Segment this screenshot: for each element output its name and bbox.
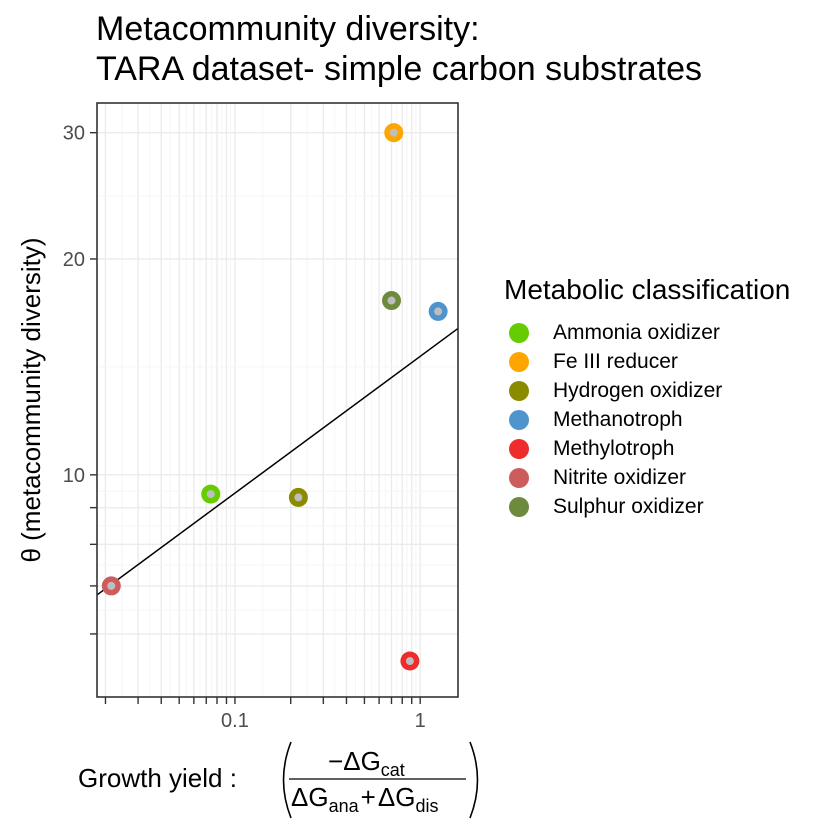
points: [101, 123, 448, 671]
axes: 0.1 1 10 20 30: [63, 123, 426, 732]
data-point-center: [294, 493, 303, 502]
legend-label: Ammonia oxidizer: [553, 320, 720, 344]
legend-key: [509, 467, 529, 488]
x-axis-label-left-paren: [282, 741, 292, 819]
data-point-center: [389, 128, 398, 137]
legend-item: Hydrogen oxidizer: [502, 376, 790, 405]
legend-item: Sulphur oxidizer: [502, 492, 790, 521]
legend-label: Methylotroph: [553, 436, 675, 460]
chart-title-line-1: Metacommunity diversity:: [96, 10, 480, 48]
data-point-center: [405, 657, 414, 666]
legend-key: [509, 380, 529, 401]
legend-key: [509, 496, 529, 517]
y-tick-label: 10: [63, 465, 85, 487]
legend-label: Nitrite oxidizer: [553, 465, 687, 489]
legend-item: Ammonia oxidizer: [502, 318, 790, 347]
legend-item: Fe III reducer: [502, 347, 790, 376]
x-axis-label-denominator: ΔGana+ΔGdis: [291, 782, 438, 816]
y-tick-label: 30: [63, 123, 85, 145]
y-axis-label: θ (metacommunity diversity): [16, 237, 46, 562]
data-point-center: [434, 307, 443, 316]
data-point-center: [107, 581, 116, 590]
legend-label: Sulphur oxidizer: [553, 494, 704, 518]
grid: [97, 103, 458, 697]
legend-title: Metabolic classification: [504, 274, 791, 305]
legend-key: [509, 351, 529, 372]
fit-line-group: [96, 327, 459, 596]
legend-label: Hydrogen oxidizer: [553, 378, 723, 402]
legend-item: Nitrite oxidizer: [502, 463, 790, 492]
data-point-center: [206, 490, 215, 499]
panel-border: [96, 102, 459, 698]
chart-title-line-2: TARA dataset- simple carbon substrates: [96, 50, 702, 88]
x-axis-label: Growth yield : −ΔGcat ΔGana+ΔGdis: [78, 741, 479, 819]
x-axis-label-right-paren: [469, 741, 479, 819]
x-axis-label-numerator: −ΔGcat: [328, 746, 405, 780]
x-tick-label: 1: [415, 710, 426, 732]
legend-key: [509, 322, 529, 343]
data-point-center: [387, 296, 396, 305]
y-tick-label: 20: [63, 249, 85, 271]
fit-line: [96, 327, 459, 596]
legend-items: Ammonia oxidizer Fe III reducer Hydrogen o…: [502, 318, 790, 521]
legend-label: Fe III reducer: [553, 349, 678, 373]
x-tick-label: 0.1: [221, 710, 249, 732]
legend-item: Methanotroph: [502, 405, 790, 434]
legend: Metabolic classification Ammonia oxidize…: [502, 274, 790, 521]
legend-key: [509, 438, 529, 459]
legend-key: [509, 409, 529, 430]
legend-item: Methylotroph: [502, 434, 790, 463]
x-axis-label-prefix: Growth yield :: [78, 763, 237, 793]
legend-label: Methanotroph: [553, 407, 683, 431]
